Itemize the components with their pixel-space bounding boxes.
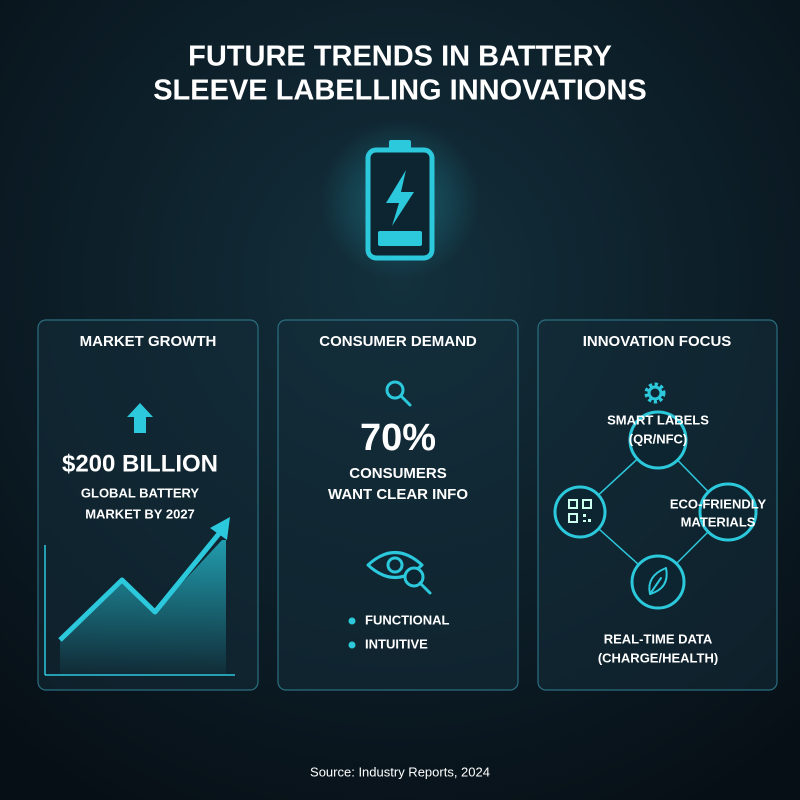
title-line: FUTURE TRENDS IN BATTERY	[188, 41, 612, 73]
qr-icon	[568, 499, 592, 523]
up-arrow-icon	[127, 403, 153, 433]
node-label: SMART LABELS	[607, 412, 709, 427]
node-label: (CHARGE/HEALTH)	[598, 650, 718, 665]
panel	[277, 319, 519, 691]
node-ring	[553, 485, 607, 539]
panel-title: CONSUMER DEMAND	[319, 333, 477, 350]
panel-title: MARKET GROWTH	[80, 333, 217, 350]
bullet-dot	[348, 617, 356, 625]
bullet-dot	[348, 641, 356, 649]
caption: CONSUMERS	[349, 465, 447, 482]
bullet: FUNCTIONAL	[365, 612, 450, 627]
caption: WANT CLEAR INFO	[328, 486, 468, 503]
node-label: REAL-TIME DATA	[604, 631, 713, 646]
title-line: SLEEVE LABELLING INNOVATIONS	[153, 75, 647, 107]
node-ring	[628, 410, 688, 470]
bullet: INTUITIVE	[365, 636, 428, 651]
battery-icon	[320, 120, 480, 280]
gear-icon	[644, 382, 666, 404]
node-label: ECO-FRIENDLY	[670, 496, 767, 511]
headline: $200 BILLION	[62, 450, 218, 477]
search-icon	[385, 380, 412, 407]
growth-graphic	[44, 517, 235, 676]
eye-icon	[366, 551, 432, 595]
leaf-icon	[648, 567, 668, 595]
node-ring	[698, 482, 758, 542]
node-label: (QR/NFC)	[629, 431, 688, 446]
source: Source: Industry Reports, 2024	[310, 764, 490, 779]
panel	[537, 319, 778, 691]
panel-title: INNOVATION FOCUS	[583, 333, 732, 350]
caption: GLOBAL BATTERY	[81, 485, 200, 500]
node-label: MATERIALS	[681, 514, 756, 529]
headline: 70%	[360, 417, 436, 459]
caption: MARKET BY 2027	[85, 506, 195, 521]
